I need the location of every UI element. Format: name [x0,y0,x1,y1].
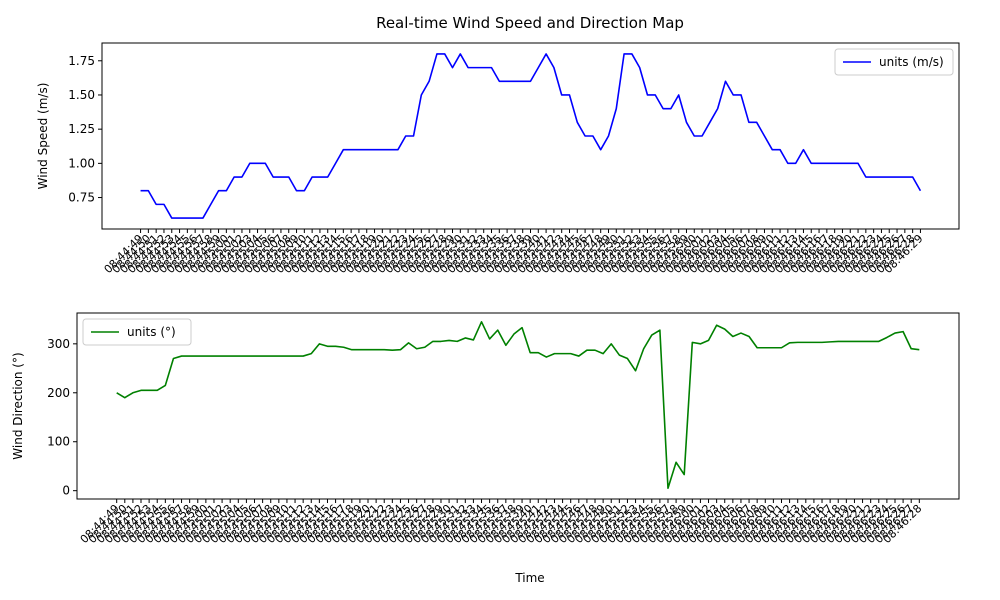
y-tick-label: 100 [47,435,70,449]
y-tick-label: 200 [47,386,70,400]
series-line [116,321,920,490]
y-tick-label: 300 [47,337,70,351]
axes-frame [76,312,960,500]
x-axis-label: Time [514,571,544,585]
y-tick-label: 0 [62,484,70,498]
legend-label: units (m/s) [879,55,944,69]
legend-label: units (°) [127,325,176,339]
y-tick-label: 1.75 [68,54,95,68]
legend-box [834,48,954,76]
y-tick-label: 1.25 [68,122,95,136]
y-tick-label: 0.75 [68,191,95,205]
axes-frame [101,42,960,230]
y-axis-label: Wind Speed (m/s) [36,83,50,190]
y-axis-label: Wind Direction (°) [11,352,25,459]
y-tick-label: 1.50 [68,88,95,102]
chart-title: Real-time Wind Speed and Direction Map [376,14,684,32]
legend: units (°) [82,318,192,346]
legend: units (m/s) [834,48,954,76]
series-line [140,53,922,219]
y-tick-label: 1.00 [68,156,95,170]
legend-box [82,318,192,346]
